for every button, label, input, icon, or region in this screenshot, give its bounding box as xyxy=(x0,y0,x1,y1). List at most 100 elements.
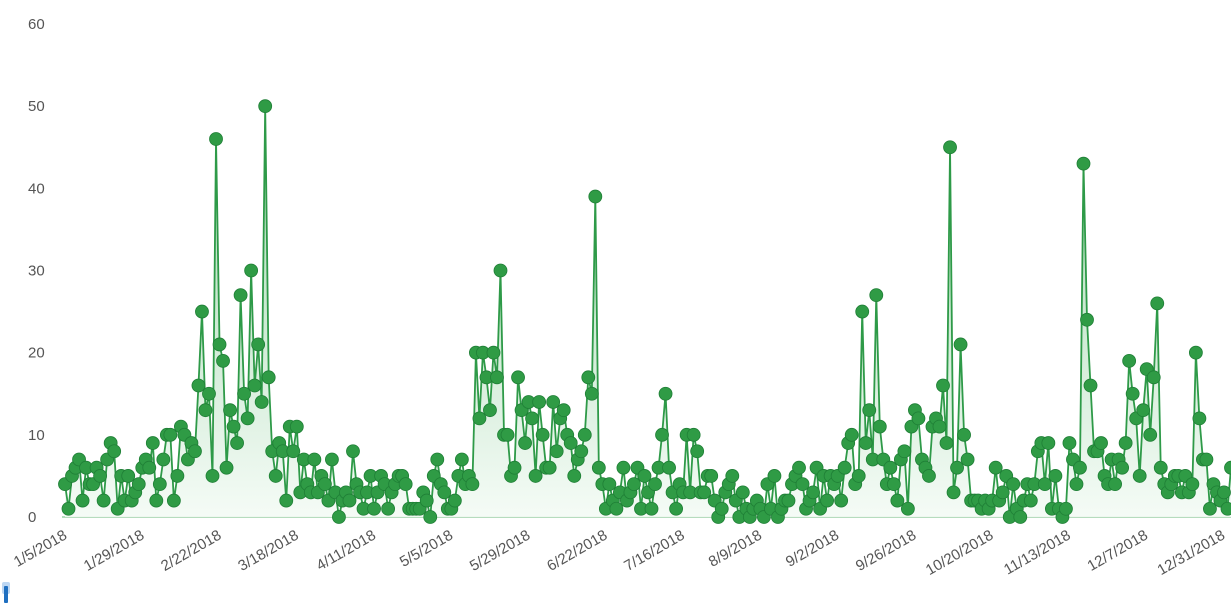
data-point[interactable] xyxy=(1136,403,1151,418)
data-point[interactable] xyxy=(897,444,912,459)
data-point[interactable] xyxy=(943,140,957,155)
data-point[interactable] xyxy=(279,493,294,508)
data-point[interactable] xyxy=(1118,436,1133,450)
data-point[interactable] xyxy=(472,411,487,426)
data-point[interactable] xyxy=(247,378,262,393)
data-point[interactable] xyxy=(960,452,975,467)
data-point[interactable] xyxy=(152,477,167,492)
scroll-handle-icon[interactable] xyxy=(2,582,10,603)
data-point[interactable] xyxy=(577,427,592,442)
data-point[interactable] xyxy=(662,460,676,475)
data-point[interactable] xyxy=(188,444,202,459)
data-point[interactable] xyxy=(872,419,887,434)
data-point[interactable] xyxy=(616,460,631,475)
data-point[interactable] xyxy=(735,485,750,500)
data-point[interactable] xyxy=(251,337,266,352)
data-point[interactable] xyxy=(342,493,357,508)
data-point[interactable] xyxy=(511,370,525,385)
data-point[interactable] xyxy=(1146,370,1161,385)
data-point[interactable] xyxy=(767,469,782,483)
data-point[interactable] xyxy=(233,288,248,303)
data-point[interactable] xyxy=(1023,493,1038,508)
data-point[interactable] xyxy=(820,493,835,508)
data-point[interactable] xyxy=(219,460,234,475)
data-point[interactable] xyxy=(834,493,849,508)
data-point[interactable] xyxy=(1224,460,1231,475)
data-point[interactable] xyxy=(1122,353,1137,368)
data-point[interactable] xyxy=(781,493,796,508)
data-point[interactable] xyxy=(1094,436,1108,450)
data-point[interactable] xyxy=(145,436,160,450)
data-point[interactable] xyxy=(96,493,111,508)
data-point[interactable] xyxy=(1062,436,1077,450)
data-point[interactable] xyxy=(325,452,339,467)
data-point[interactable] xyxy=(532,395,547,409)
data-point[interactable] xyxy=(465,477,480,492)
data-point[interactable] xyxy=(240,411,255,426)
data-point[interactable] xyxy=(500,427,515,442)
data-point[interactable] xyxy=(658,386,673,401)
data-point[interactable] xyxy=(75,493,90,508)
data-point[interactable] xyxy=(131,477,146,492)
data-point[interactable] xyxy=(170,469,185,483)
data-point[interactable] xyxy=(567,469,582,483)
data-point[interactable] xyxy=(883,460,898,475)
data-point[interactable] xyxy=(574,444,589,459)
data-point[interactable] xyxy=(855,304,870,319)
data-point[interactable] xyxy=(1220,501,1231,516)
data-point[interactable] xyxy=(1073,460,1087,475)
data-point[interactable] xyxy=(900,501,915,516)
data-point[interactable] xyxy=(1076,156,1091,171)
data-point[interactable] xyxy=(549,444,564,459)
data-point[interactable] xyxy=(332,510,346,524)
data-point[interactable] xyxy=(195,304,209,319)
data-point[interactable] xyxy=(644,501,659,516)
data-point[interactable] xyxy=(851,469,866,483)
data-point[interactable] xyxy=(258,99,273,114)
data-point[interactable] xyxy=(230,436,244,450)
data-point[interactable] xyxy=(869,288,884,303)
data-point[interactable] xyxy=(1080,312,1094,327)
data-point[interactable] xyxy=(1188,345,1203,360)
data-point[interactable] xyxy=(1185,477,1200,492)
data-point[interactable] xyxy=(1217,485,1231,500)
data-point[interactable] xyxy=(61,501,76,516)
data-point[interactable] xyxy=(627,477,641,492)
data-point[interactable] xyxy=(525,411,539,426)
data-point[interactable] xyxy=(890,493,905,508)
data-point[interactable] xyxy=(886,477,901,492)
data-point[interactable] xyxy=(648,477,662,492)
data-point[interactable] xyxy=(1143,427,1158,442)
data-point[interactable] xyxy=(858,436,873,450)
data-point[interactable] xyxy=(669,501,683,516)
data-point[interactable] xyxy=(1150,296,1165,311)
data-point[interactable] xyxy=(1083,378,1098,393)
data-point[interactable] xyxy=(398,477,413,492)
data-point[interactable] xyxy=(690,444,705,459)
data-point[interactable] xyxy=(911,411,926,426)
data-point[interactable] xyxy=(584,386,599,401)
data-point[interactable] xyxy=(932,419,947,434)
data-point[interactable] xyxy=(212,337,227,352)
data-point[interactable] xyxy=(546,395,561,409)
data-point[interactable] xyxy=(507,460,522,475)
data-point[interactable] xyxy=(254,395,269,409)
data-point[interactable] xyxy=(697,485,712,500)
data-point[interactable] xyxy=(223,403,237,418)
data-point[interactable] xyxy=(1108,477,1122,492)
data-point[interactable] xyxy=(837,460,852,475)
data-point[interactable] xyxy=(209,132,223,146)
data-point[interactable] xyxy=(806,485,820,500)
data-point[interactable] xyxy=(1041,436,1056,450)
data-point[interactable] xyxy=(205,469,220,483)
data-point[interactable] xyxy=(1013,510,1028,524)
data-point[interactable] xyxy=(655,427,669,442)
data-point[interactable] xyxy=(1037,477,1052,492)
data-point[interactable] xyxy=(563,436,578,450)
data-point[interactable] xyxy=(792,460,806,475)
data-point[interactable] xyxy=(268,469,283,483)
data-point[interactable] xyxy=(430,452,445,467)
data-point[interactable] xyxy=(490,370,504,385)
data-point[interactable] xyxy=(166,493,181,508)
data-point[interactable] xyxy=(317,477,332,492)
